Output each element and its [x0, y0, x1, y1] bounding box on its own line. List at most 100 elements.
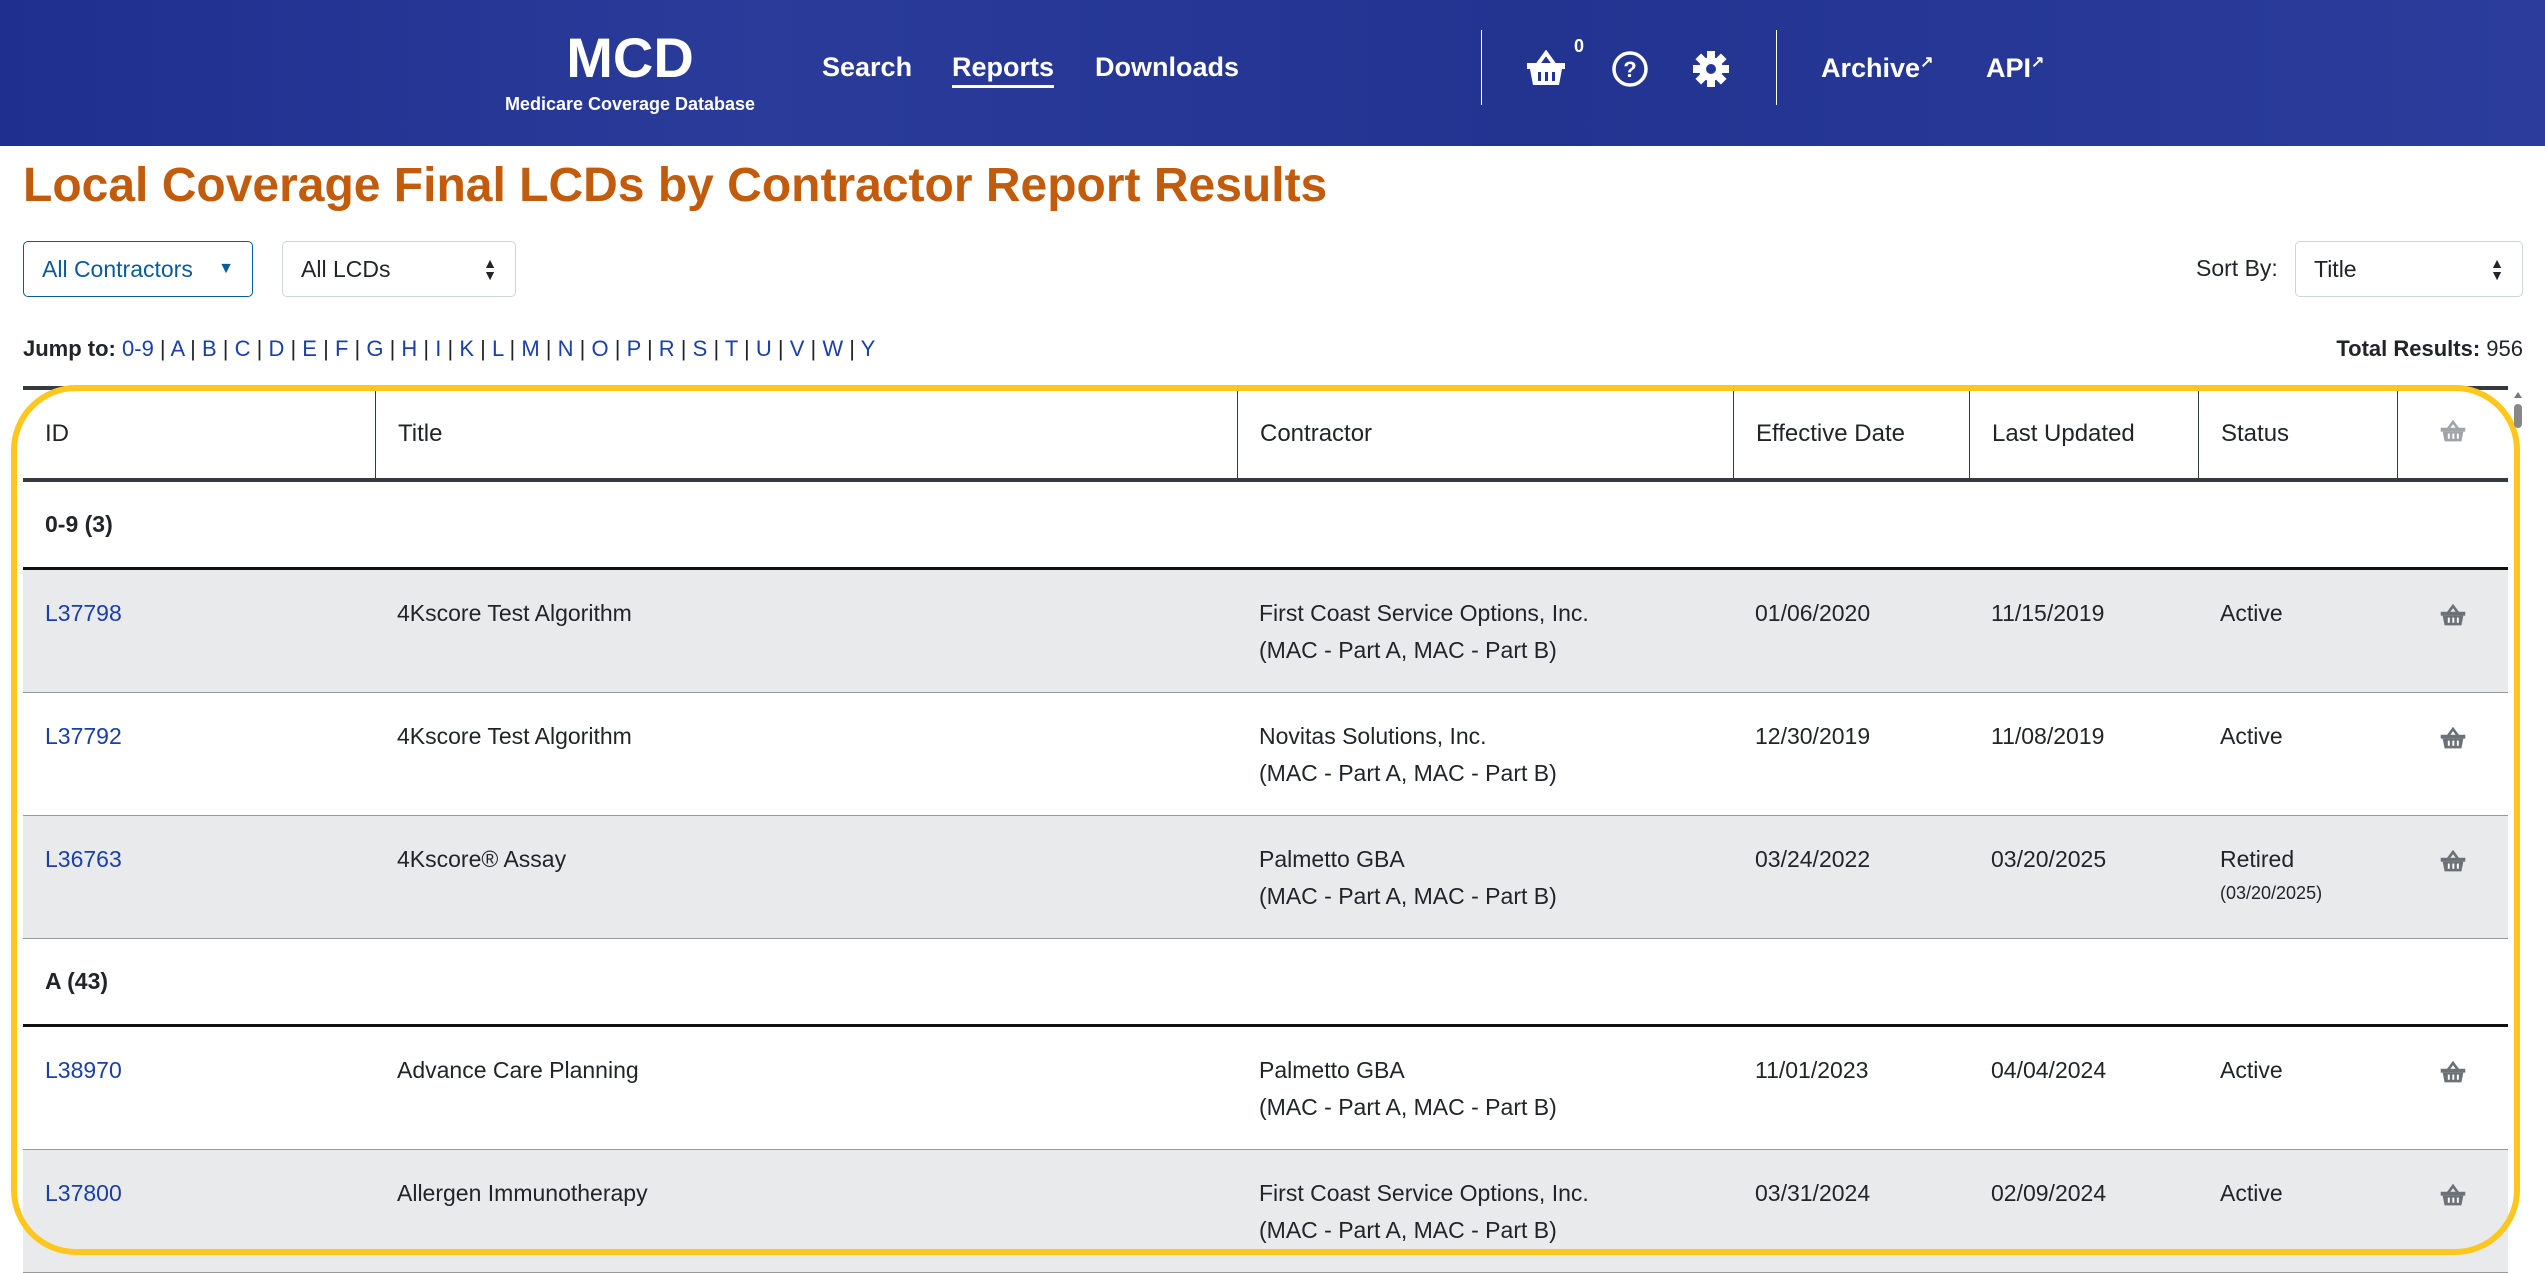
- last-updated: 11/15/2019: [1991, 600, 2105, 626]
- table-row: L37792 4Kscore Test Algorithm Novitas So…: [23, 693, 2508, 816]
- lcd-title: Allergen Immunotherapy: [397, 1180, 648, 1206]
- jump-link[interactable]: E: [302, 336, 317, 361]
- contractor-cell: First Coast Service Options, Inc. (MAC - …: [1259, 600, 1589, 663]
- group-header: A (43): [23, 939, 2508, 1027]
- last-updated: 04/04/2024: [1991, 1057, 2107, 1083]
- jump-link[interactable]: C: [234, 336, 251, 361]
- jump-link[interactable]: R: [658, 336, 675, 361]
- lcd-id-link[interactable]: L37792: [45, 723, 122, 749]
- group-header: 0-9 (3): [23, 482, 2508, 570]
- divider: [1481, 30, 1482, 105]
- lcd-title: 4Kscore® Assay: [397, 846, 567, 872]
- table-header: ID Title Contractor Effective Date Last …: [23, 386, 2508, 482]
- jump-to-nav: Jump to: 0-9 | A | B | C | D | E | F | G…: [23, 336, 876, 361]
- jump-link[interactable]: T: [724, 336, 738, 361]
- basket-icon: [2440, 419, 2466, 449]
- add-to-basket-icon[interactable]: [2440, 603, 2466, 692]
- caret-down-icon: ▼: [218, 260, 234, 277]
- external-link-icon: ↗: [1920, 54, 1934, 71]
- col-title[interactable]: Title: [375, 390, 1237, 478]
- basket-icon[interactable]: [1526, 50, 1566, 86]
- contractor-dropdown[interactable]: All Contractors ▼: [23, 241, 253, 297]
- effective-date: 11/01/2023: [1755, 1057, 1869, 1083]
- sort-label: Sort By:: [2196, 255, 2278, 281]
- add-to-basket-icon[interactable]: [2440, 1060, 2466, 1149]
- last-updated: 11/08/2019: [1991, 723, 2105, 749]
- lcd-title: Advance Care Planning: [397, 1057, 639, 1083]
- jump-link[interactable]: I: [435, 336, 442, 361]
- jump-link[interactable]: D: [268, 336, 285, 361]
- gear-icon[interactable]: [1692, 50, 1730, 88]
- jump-link[interactable]: N: [557, 336, 574, 361]
- jump-link[interactable]: G: [366, 336, 384, 361]
- col-effective-date[interactable]: Effective Date: [1733, 390, 1969, 478]
- basket-count: 0: [1574, 36, 1585, 56]
- mcd-logo[interactable]: MCD Medicare Coverage Database: [504, 26, 756, 115]
- jump-link[interactable]: W: [822, 336, 844, 361]
- col-last-updated[interactable]: Last Updated: [1969, 390, 2198, 478]
- jump-link[interactable]: F: [334, 336, 349, 361]
- status-cell: Retired (03/20/2025): [2220, 846, 2323, 903]
- lcd-id-link[interactable]: L37798: [45, 600, 122, 626]
- add-to-basket-icon[interactable]: [2440, 1183, 2466, 1272]
- jump-link[interactable]: U: [755, 336, 772, 361]
- lcd-id-link[interactable]: L37800: [45, 1180, 122, 1206]
- lcd-title: 4Kscore Test Algorithm: [397, 723, 632, 749]
- nav-archive[interactable]: Archive↗: [1821, 53, 1934, 83]
- contractor-cell: First Coast Service Options, Inc. (MAC - …: [1259, 1180, 1589, 1243]
- col-id[interactable]: ID: [45, 420, 69, 447]
- sort-arrows-icon: ▲ ▼: [2490, 255, 2504, 283]
- effective-date: 01/06/2020: [1755, 600, 1871, 626]
- jump-link[interactable]: M: [521, 336, 540, 361]
- effective-date: 03/24/2022: [1755, 846, 1871, 872]
- contractor-cell: Palmetto GBA (MAC - Part A, MAC - Part B): [1259, 846, 1557, 909]
- jump-link[interactable]: H: [401, 336, 418, 361]
- table-row: L38970 Advance Care Planning Palmetto GB…: [23, 1027, 2508, 1150]
- jump-link[interactable]: O: [591, 336, 609, 361]
- contractor-cell: Palmetto GBA (MAC - Part A, MAC - Part B): [1259, 1057, 1557, 1120]
- nav-search[interactable]: Search: [822, 52, 913, 82]
- lcd-select[interactable]: All LCDs ▲ ▼: [282, 241, 516, 297]
- table-row: L37800 Allergen Immunotherapy First Coas…: [23, 1150, 2508, 1273]
- jump-link[interactable]: 0-9: [122, 336, 154, 361]
- effective-date: 12/30/2019: [1755, 723, 1871, 749]
- scrollbar[interactable]: [2512, 390, 2524, 430]
- total-results: Total Results: 956: [2336, 336, 2523, 361]
- status-cell: Active: [2220, 600, 2283, 626]
- jump-link[interactable]: K: [459, 336, 475, 361]
- jump-link[interactable]: P: [626, 336, 641, 361]
- results-table: ID Title Contractor Effective Date Last …: [23, 386, 2508, 1273]
- site-header: MCD Medicare Coverage Database Search Re…: [0, 0, 2545, 146]
- lcd-id-link[interactable]: L38970: [45, 1057, 122, 1083]
- jump-link[interactable]: A: [170, 336, 185, 361]
- table-row: L37798 4Kscore Test Algorithm First Coas…: [23, 570, 2508, 693]
- col-contractor[interactable]: Contractor: [1237, 390, 1733, 478]
- lcd-id-link[interactable]: L36763: [45, 846, 122, 872]
- jump-link[interactable]: V: [789, 336, 805, 361]
- status-cell: Active: [2220, 1180, 2283, 1206]
- page-title: Local Coverage Final LCDs by Contractor …: [23, 159, 1328, 212]
- last-updated: 02/09/2024: [1991, 1180, 2107, 1206]
- col-status[interactable]: Status: [2198, 390, 2397, 478]
- nav-reports[interactable]: Reports: [952, 52, 1055, 88]
- sort-arrows-icon: ▲ ▼: [483, 255, 497, 283]
- nav-api[interactable]: API↗: [1986, 53, 2045, 83]
- lcd-title: 4Kscore Test Algorithm: [397, 600, 632, 626]
- contractor-cell: Novitas Solutions, Inc. (MAC - Part A, MA…: [1259, 723, 1557, 786]
- effective-date: 03/31/2024: [1755, 1180, 1871, 1206]
- col-basket: [2397, 390, 2508, 478]
- jump-link[interactable]: S: [692, 336, 708, 361]
- help-icon[interactable]: ?: [1611, 50, 1649, 88]
- jump-link[interactable]: L: [491, 336, 504, 361]
- jump-link[interactable]: Y: [860, 336, 876, 361]
- external-link-icon: ↗: [2031, 54, 2045, 71]
- divider: [1776, 30, 1777, 105]
- add-to-basket-icon[interactable]: [2440, 726, 2466, 815]
- nav-downloads[interactable]: Downloads: [1095, 52, 1240, 82]
- sort-select[interactable]: Title ▲ ▼: [2295, 241, 2523, 297]
- last-updated: 03/20/2025: [1991, 846, 2107, 872]
- status-cell: Active: [2220, 1057, 2283, 1083]
- add-to-basket-icon[interactable]: [2440, 849, 2466, 938]
- svg-text:?: ?: [1623, 57, 1636, 82]
- jump-link[interactable]: B: [201, 336, 217, 361]
